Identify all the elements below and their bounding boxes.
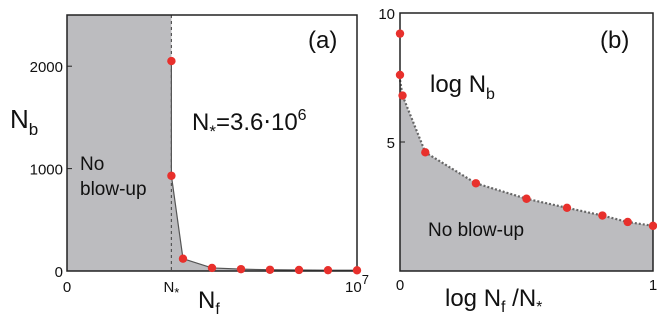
- x-tick-label: 1: [649, 277, 657, 294]
- y-tick-label: 0: [55, 264, 63, 281]
- in-plot-title-b: log Nb: [430, 71, 495, 103]
- y-tick-label: 2000: [30, 59, 63, 76]
- panel-label-a: (a): [308, 27, 337, 54]
- x-tick-label: 0: [63, 279, 71, 296]
- data-point: [398, 91, 407, 100]
- data-point: [167, 56, 176, 66]
- critical-value-annotation: N*=3.6⋅106: [192, 107, 307, 141]
- data-point: [598, 211, 607, 220]
- data-point: [522, 194, 531, 203]
- panel-label-b: (b): [600, 27, 629, 54]
- data-point: [323, 265, 333, 275]
- data-point: [178, 254, 188, 263]
- data-point: [395, 29, 405, 38]
- panel-b: 5 10 0 1 (b) log Nb No blow-up log Nf /N*: [378, 6, 657, 316]
- panel-a: 0 1000 2000 0 N* 107 (a) Nb Nf N*=3.6⋅106 No…: [10, 14, 369, 318]
- data-point: [395, 70, 405, 80]
- data-point: [471, 179, 481, 188]
- data-point: [648, 221, 657, 231]
- data-point: [167, 171, 176, 180]
- x-axis-label-b: log Nf /N*: [445, 285, 542, 316]
- data-point: [562, 203, 572, 212]
- data-point: [294, 265, 304, 275]
- no-blowup-region-b: [400, 80, 653, 271]
- y-tick-label: 10: [378, 6, 395, 23]
- boundary-line-a: [170, 61, 358, 271]
- y-axis-label-a: Nb: [10, 104, 38, 139]
- y-tick-label: 1000: [30, 162, 63, 179]
- y-tick-label: 5: [387, 135, 395, 152]
- x-axis-label-a: Nf: [198, 287, 220, 318]
- data-point: [236, 264, 246, 274]
- x-tick-label: 107: [345, 272, 369, 296]
- data-point: [265, 265, 275, 274]
- region-label-a: No blow-up: [80, 154, 147, 200]
- x-tick-label: N*: [163, 279, 179, 300]
- data-point: [421, 148, 430, 157]
- region-label-b: No blow-up: [428, 220, 524, 241]
- data-point: [352, 266, 362, 275]
- data-point: [207, 263, 217, 273]
- data-point: [623, 217, 632, 227]
- no-blowup-region-a: [67, 15, 357, 271]
- x-tick-label: 0: [396, 277, 404, 294]
